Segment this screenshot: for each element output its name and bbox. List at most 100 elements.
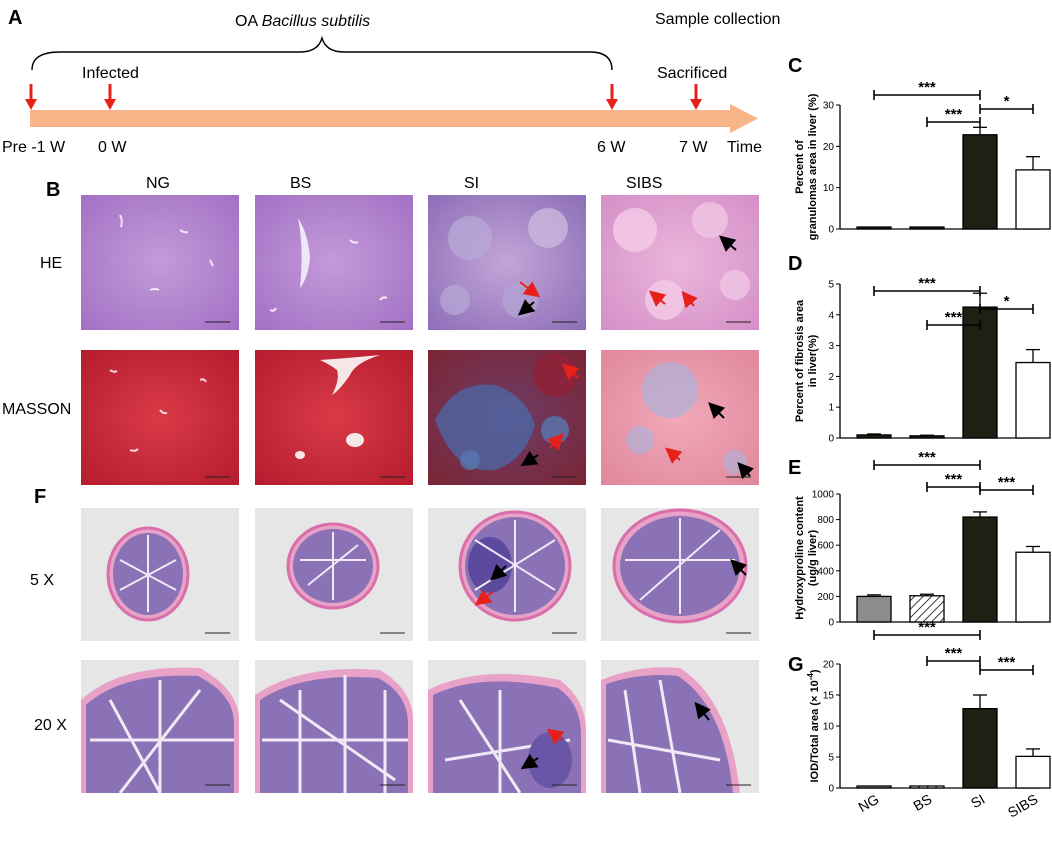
micrograph-he-bs: [255, 195, 413, 330]
micrograph-5x-ng: [81, 508, 239, 641]
panel-letter-g: G: [788, 654, 804, 676]
bar-sibs: [1015, 551, 1051, 623]
arrow-black: [520, 753, 539, 770]
bar-si: [962, 707, 998, 789]
arrow-red: [474, 589, 494, 606]
y-axis-label: Percent of: [794, 140, 806, 194]
significance-label: ***: [918, 449, 936, 466]
row-label-5x: 5 X: [30, 572, 54, 589]
tick-7w: 7 W: [679, 139, 708, 156]
y-tick-label: 600: [817, 541, 834, 552]
col-header-sibs: SIBS: [626, 175, 662, 192]
y-tick-label: 5: [828, 753, 834, 764]
arrow-red: [664, 447, 683, 464]
y-tick-label: 0: [828, 225, 834, 236]
panel-letter-a: A: [8, 7, 22, 29]
significance-label: ***: [945, 471, 963, 488]
bar-bs: [909, 785, 945, 789]
bar-sibs: [1015, 755, 1051, 789]
significance-label: ***: [918, 79, 936, 96]
arrow-black: [708, 402, 726, 420]
bar-ng: [856, 226, 892, 230]
micrograph-5x-si: [428, 508, 586, 641]
micrograph-masson-si: [428, 350, 586, 485]
y-tick-label: 4: [828, 310, 834, 321]
timeline-bar: [30, 110, 730, 127]
x-category-label: BS: [910, 791, 934, 814]
micrograph-he-ng: [81, 195, 239, 330]
bar-bs: [909, 435, 945, 439]
y-tick-label: 1: [828, 403, 834, 414]
y-tick-label: 400: [817, 566, 834, 577]
bar-sibs: [1015, 169, 1051, 230]
chart-e: 0 200 400 600 800 1000 Hydroxyproline content(…: [794, 449, 1051, 629]
micrograph-20x-ng: [81, 660, 239, 794]
bar-ng: [856, 785, 892, 789]
y-axis-label: Hydroxyproline content: [794, 496, 806, 620]
micrograph-he-sibs: [601, 195, 759, 330]
y-axis-label: in liver(%): [807, 334, 819, 387]
arrow-red: [562, 363, 580, 381]
arrow-black: [490, 563, 508, 581]
significance-label: *: [1004, 93, 1010, 110]
significance-label: *: [1004, 293, 1010, 310]
panel-letter-e: E: [788, 457, 801, 479]
y-tick-label: 10: [823, 722, 835, 733]
y-tick-label: 20: [823, 142, 835, 153]
tick-6w: 6 W: [597, 139, 626, 156]
bar-si: [962, 516, 998, 623]
chart-d: 0 1 2 3 4 5 Percent of fibrosis area in liver(%…: [794, 275, 1051, 445]
tick-0w: 0 W: [98, 139, 127, 156]
micrograph-masson-sibs: [601, 350, 759, 485]
y-tick-label: 5: [828, 280, 834, 291]
significance-label: ***: [945, 645, 963, 662]
bar-bs: [909, 226, 945, 230]
sacrificed-label: Sacrificed: [657, 65, 727, 82]
y-tick-label: 10: [823, 183, 835, 194]
arrow-red: [546, 728, 565, 745]
micrograph-5x-bs: [255, 508, 413, 641]
row-label-he: HE: [40, 255, 62, 272]
marker-6w: [606, 84, 618, 110]
arrow-black: [718, 235, 737, 252]
treatment-brace: [31, 35, 613, 71]
significance-label: ***: [998, 654, 1016, 671]
bar-ng: [856, 434, 892, 439]
col-header-si: SI: [464, 175, 479, 192]
time-axis-label: Time: [727, 139, 762, 156]
arrow-black: [517, 299, 536, 316]
y-tick-label: 800: [817, 515, 834, 526]
bar-si: [962, 134, 998, 230]
panel-letter-d: D: [788, 253, 802, 275]
col-header-ng: NG: [146, 175, 170, 192]
y-axis-label: granulomas area in liver (%): [807, 93, 819, 240]
arrow-black: [737, 462, 754, 480]
y-tick-label: 0: [828, 784, 834, 795]
significance-label: ***: [945, 106, 963, 123]
micrograph-20x-bs: [255, 660, 413, 793]
row-label-20x: 20 X: [34, 717, 67, 734]
y-tick-label: 15: [823, 691, 835, 702]
micrograph-5x-sibs: [601, 508, 759, 641]
x-category-label: SI: [968, 791, 987, 811]
panel-letter-f: F: [34, 486, 46, 508]
bar-sibs: [1015, 361, 1051, 439]
marker-7w: [690, 84, 702, 110]
y-tick-label: 1000: [812, 490, 835, 501]
arrow-black: [520, 450, 539, 467]
micrograph-he-si: [428, 195, 586, 330]
arrow-red: [546, 433, 564, 451]
y-tick-label: 30: [823, 101, 835, 112]
y-tick-label: 20: [823, 660, 835, 671]
micrograph-masson-bs: [255, 350, 413, 485]
timeline-markers: [25, 84, 702, 110]
panel-a-timeline: A OA Bacillus subtilis Sample collection…: [2, 7, 780, 156]
significance-label: ***: [918, 275, 936, 292]
y-tick-label: 0: [828, 618, 834, 629]
arrow-red: [648, 290, 667, 307]
timeline-arrowhead: [730, 104, 758, 133]
significance-label: ***: [918, 619, 936, 636]
